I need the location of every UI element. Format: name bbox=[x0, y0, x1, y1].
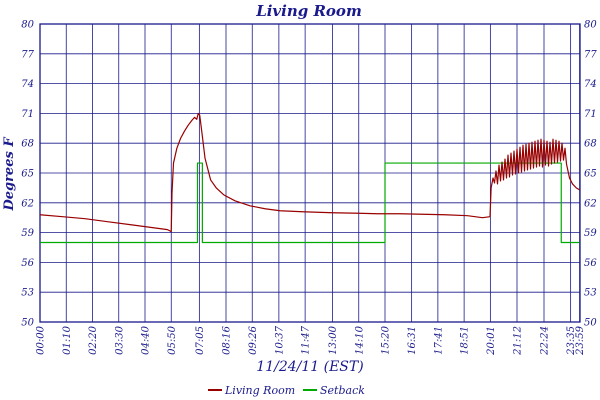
x-tick-label: 18:51 bbox=[460, 326, 471, 355]
y-tick-label-right: 50 bbox=[584, 318, 597, 329]
y-tick-label-right: 65 bbox=[584, 169, 597, 180]
y-tick-label-right: 59 bbox=[584, 228, 597, 239]
x-tick-label: 04:40 bbox=[141, 325, 152, 354]
y-tick-label-left: 80 bbox=[21, 20, 34, 31]
x-tick-label: 21:12 bbox=[513, 326, 524, 356]
y-tick-label-right: 68 bbox=[584, 139, 597, 150]
x-tick-label: 08:16 bbox=[222, 325, 233, 354]
y-tick-label-right: 56 bbox=[584, 258, 597, 269]
series-layer bbox=[39, 112, 580, 244]
y-tick-label-left: 62 bbox=[21, 198, 34, 209]
y-tick-label-right: 71 bbox=[584, 109, 597, 120]
x-tick-label: 00:00 bbox=[36, 325, 47, 354]
x-tick-label: 11:47 bbox=[301, 325, 312, 354]
y-tick-label-right: 53 bbox=[584, 288, 597, 299]
y-axis-label: Degrees F bbox=[2, 137, 17, 212]
legend-label-living-room: Living Room bbox=[224, 384, 295, 397]
x-tick-label: 14:10 bbox=[354, 325, 365, 354]
chart-title: Living Room bbox=[255, 2, 362, 20]
x-tick-label: 03:30 bbox=[114, 325, 125, 354]
y-tick-label-right: 80 bbox=[584, 20, 597, 31]
x-tick-label: 07:05 bbox=[195, 326, 206, 355]
chart-grid bbox=[39, 23, 581, 323]
y-tick-label-left: 59 bbox=[21, 228, 34, 239]
x-tick-label: 17:41 bbox=[433, 326, 444, 355]
y-tick-label-left: 56 bbox=[21, 258, 34, 269]
y-tick-label-right: 77 bbox=[584, 49, 597, 60]
x-tick-label: 02:20 bbox=[88, 325, 99, 354]
y-tick-label-left: 71 bbox=[21, 109, 34, 120]
legend: Living Room Setback bbox=[208, 384, 365, 397]
x-tick-label: 05:50 bbox=[167, 325, 178, 354]
x-tick-label: 20:01 bbox=[486, 326, 497, 356]
x-tick-label: 01:10 bbox=[62, 325, 73, 354]
y-tick-label-right: 74 bbox=[584, 79, 597, 90]
y-tick-label-left: 68 bbox=[21, 139, 34, 150]
x-tick-label: 15:20 bbox=[381, 325, 392, 354]
series-line-living-room bbox=[39, 112, 580, 233]
x-tick-label: 09:26 bbox=[248, 325, 259, 354]
x-tick-label: 22:24 bbox=[540, 326, 551, 356]
x-tick-label: 13:00 bbox=[328, 325, 339, 354]
y-tick-label-left: 65 bbox=[21, 169, 34, 180]
x-axis-label: 11/24/11 (EST) bbox=[256, 359, 363, 375]
x-tick-label: 16:31 bbox=[407, 326, 418, 355]
y-tick-label-left: 53 bbox=[21, 288, 34, 299]
y-tick-label-left: 50 bbox=[21, 318, 34, 329]
y-axis-right-tick-labels: 50 53 56 59 62 65 68 71 74 77 80 bbox=[584, 20, 597, 329]
series-line-setback bbox=[40, 162, 580, 244]
plot-area-frame bbox=[39, 23, 581, 323]
y-tick-label-left: 77 bbox=[21, 49, 34, 60]
x-tick-label: 23:35 bbox=[566, 326, 577, 356]
x-axis-tick-labels: 00:00 01:10 02:20 03:30 04:40 05:50 07:05 08:16… bbox=[36, 325, 587, 355]
legend-label-setback: Setback bbox=[320, 384, 365, 397]
y-tick-label-left: 74 bbox=[21, 79, 34, 90]
y-axis-left-tick-labels: 50 53 56 59 62 65 68 71 74 77 80 bbox=[21, 20, 34, 329]
y-tick-label-right: 62 bbox=[584, 198, 597, 209]
x-tick-label: 23:59 bbox=[575, 325, 586, 355]
x-tick-label: 10:37 bbox=[274, 325, 285, 354]
